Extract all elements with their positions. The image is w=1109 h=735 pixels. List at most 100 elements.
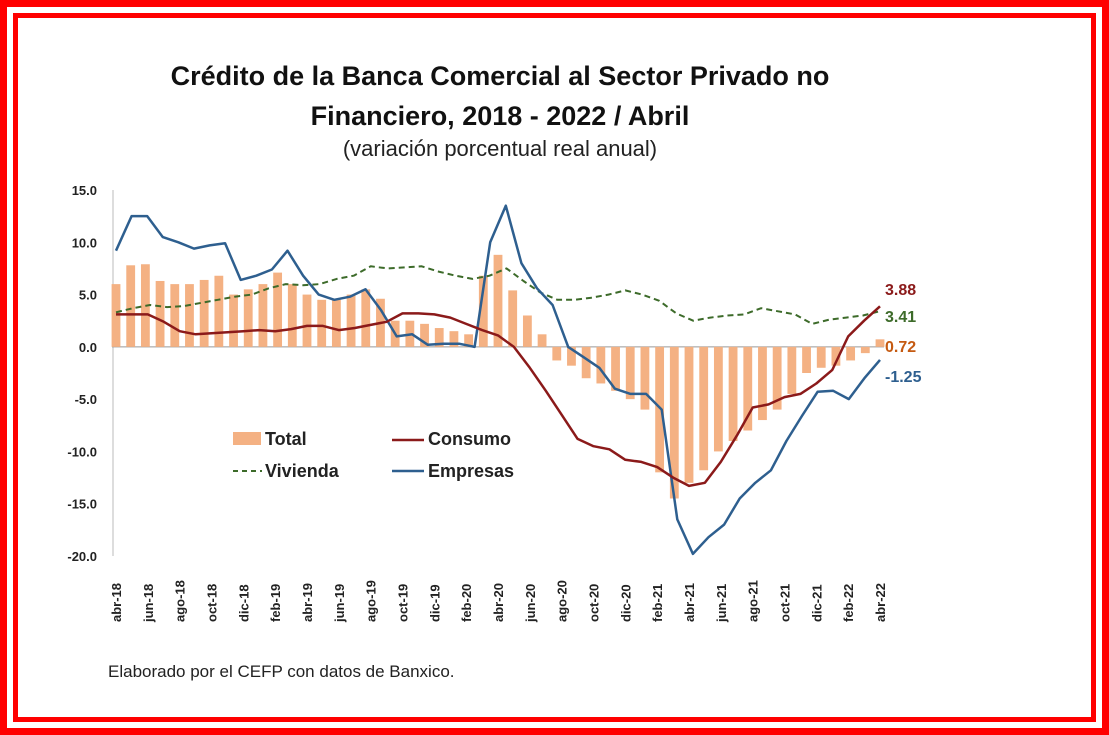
y-tick-label: -5.0 xyxy=(75,392,97,407)
consumo-line xyxy=(116,305,881,488)
x-tick-label: feb-19 xyxy=(268,584,283,622)
x-tick-label: oct-18 xyxy=(205,584,220,622)
total-bar xyxy=(596,346,606,384)
legend-total-label: Total xyxy=(265,429,307,449)
total-bar xyxy=(493,254,503,347)
x-tick-label: ago-18 xyxy=(173,580,188,622)
total-bar xyxy=(478,275,488,347)
inner-red-frame xyxy=(13,13,1096,722)
total-bar xyxy=(155,280,165,347)
total-bar xyxy=(611,346,620,391)
total-bars xyxy=(111,254,885,499)
total-bar xyxy=(537,334,547,347)
y-tick-label: -20.0 xyxy=(67,549,97,564)
total-bar xyxy=(699,346,709,471)
x-tick-label: dic-18 xyxy=(236,584,251,622)
legend-total-swatch xyxy=(233,432,261,445)
x-tick-label: dic-21 xyxy=(809,584,824,622)
total-bar xyxy=(684,346,694,483)
total-bar xyxy=(728,346,738,441)
x-tick-label: oct-21 xyxy=(778,584,793,622)
end-label-total: 0.72 xyxy=(885,339,916,356)
x-tick-label: jun-21 xyxy=(714,584,729,623)
total-bar xyxy=(331,299,341,347)
total-bar xyxy=(831,346,841,366)
x-tick-label: ago-19 xyxy=(364,580,379,622)
x-tick-label: ago-21 xyxy=(746,580,761,622)
y-tick-label: 15.0 xyxy=(72,183,97,198)
x-axis-ticks: abr-18 jun-18 ago-18 oct-18 dic-18 feb-19 abr-… xyxy=(109,580,888,623)
total-bar xyxy=(816,346,826,368)
total-bar xyxy=(758,346,767,421)
series-lines xyxy=(114,204,881,556)
total-bar xyxy=(464,334,474,347)
total-bar xyxy=(772,346,782,410)
total-bar xyxy=(420,323,429,347)
end-label-empresas: -1.25 xyxy=(885,369,922,386)
x-tick-label: feb-22 xyxy=(841,584,856,622)
x-tick-label: abr-18 xyxy=(109,583,124,622)
legend: Total Consumo Vivienda Empresas xyxy=(233,429,514,481)
y-axis-ticks: 15.0 10.0 5.0 0.0 -5.0 -10.0 -15.0 -20.0 xyxy=(67,183,97,564)
total-bar xyxy=(170,284,180,347)
chart-title-line2: Financiero, 2018 - 2022 / Abril xyxy=(310,101,690,131)
x-tick-label: oct-19 xyxy=(396,584,411,622)
x-tick-label: abr-21 xyxy=(682,583,697,622)
total-bar xyxy=(625,346,635,400)
x-tick-label: oct-20 xyxy=(587,584,602,622)
chart-subtitle: (variación porcentual real anual) xyxy=(342,136,658,161)
x-tick-label: jun-19 xyxy=(332,584,347,623)
total-bar xyxy=(185,284,194,347)
total-bar xyxy=(214,275,224,347)
total-bar xyxy=(860,346,870,354)
total-bar xyxy=(361,289,371,347)
total-bar xyxy=(743,346,753,431)
legend-consumo-label: Consumo xyxy=(428,429,511,449)
source-note: Elaborado por el CEFP con datos de Banxi… xyxy=(108,662,455,681)
legend-vivienda-label: Vivienda xyxy=(265,461,340,481)
x-tick-label: feb-20 xyxy=(459,584,474,622)
x-tick-label: abr-20 xyxy=(491,583,506,622)
x-tick-label: jun-18 xyxy=(141,584,156,623)
y-tick-label: 5.0 xyxy=(79,288,97,303)
total-bar xyxy=(287,284,297,347)
y-tick-label: 0.0 xyxy=(79,340,97,355)
total-bar xyxy=(669,346,679,499)
total-bar xyxy=(273,272,283,347)
total-bar xyxy=(846,346,856,361)
total-bar xyxy=(640,346,650,410)
y-tick-label: -15.0 xyxy=(67,497,97,512)
x-tick-label: ago-20 xyxy=(555,580,570,622)
total-bar xyxy=(126,265,136,347)
total-bar xyxy=(258,284,268,347)
legend-empresas-label: Empresas xyxy=(428,461,514,481)
vivienda-line xyxy=(115,265,881,325)
x-tick-label: abr-22 xyxy=(873,583,888,622)
x-tick-label: dic-20 xyxy=(618,584,633,622)
total-bar xyxy=(713,346,723,452)
x-tick-label: jun-20 xyxy=(523,584,538,623)
total-bar xyxy=(581,346,591,379)
total-bar xyxy=(434,328,444,347)
total-bar xyxy=(229,294,238,347)
chart-title: Crédito de la Banca Comercial al Sector … xyxy=(110,56,890,136)
total-bar xyxy=(199,279,209,347)
total-bar xyxy=(449,331,459,347)
chart-title-line1: Crédito de la Banca Comercial al Sector … xyxy=(170,61,830,91)
x-tick-label: feb-21 xyxy=(650,584,665,622)
y-tick-label: 10.0 xyxy=(72,235,97,250)
y-tick-label: -10.0 xyxy=(67,444,97,459)
x-tick-label: abr-19 xyxy=(300,583,315,622)
total-bar xyxy=(655,346,665,473)
empresas-line xyxy=(114,204,881,556)
total-bar xyxy=(787,346,797,394)
total-bar xyxy=(875,339,885,347)
total-bar xyxy=(567,346,576,366)
total-bar xyxy=(317,299,327,347)
total-bar xyxy=(552,346,562,361)
total-bar xyxy=(346,294,356,347)
total-bar xyxy=(522,315,532,347)
total-bar xyxy=(802,346,811,373)
end-label-vivienda: 3.41 xyxy=(885,309,916,326)
end-value-labels: 3.88 3.41 0.72 -1.25 xyxy=(885,282,922,386)
